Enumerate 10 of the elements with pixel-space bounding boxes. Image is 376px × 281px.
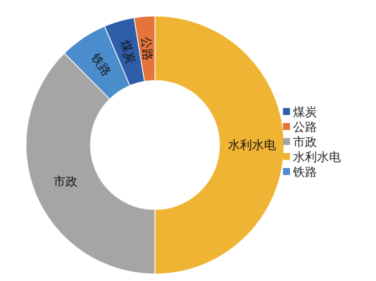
legend-label: 铁路	[292, 165, 317, 179]
legend-label: 市政	[293, 135, 317, 149]
slice-label: 铁路	[88, 50, 114, 79]
slice-label: 市政	[54, 174, 78, 189]
slice-label: 煤炭	[118, 38, 138, 66]
legend-label: 公路	[293, 120, 317, 134]
slice-label: 水利水电	[228, 138, 276, 152]
legend-label: 水利水电	[293, 150, 341, 164]
legend-label: 煤炭	[293, 105, 317, 119]
slice-label: 公路	[139, 36, 156, 62]
